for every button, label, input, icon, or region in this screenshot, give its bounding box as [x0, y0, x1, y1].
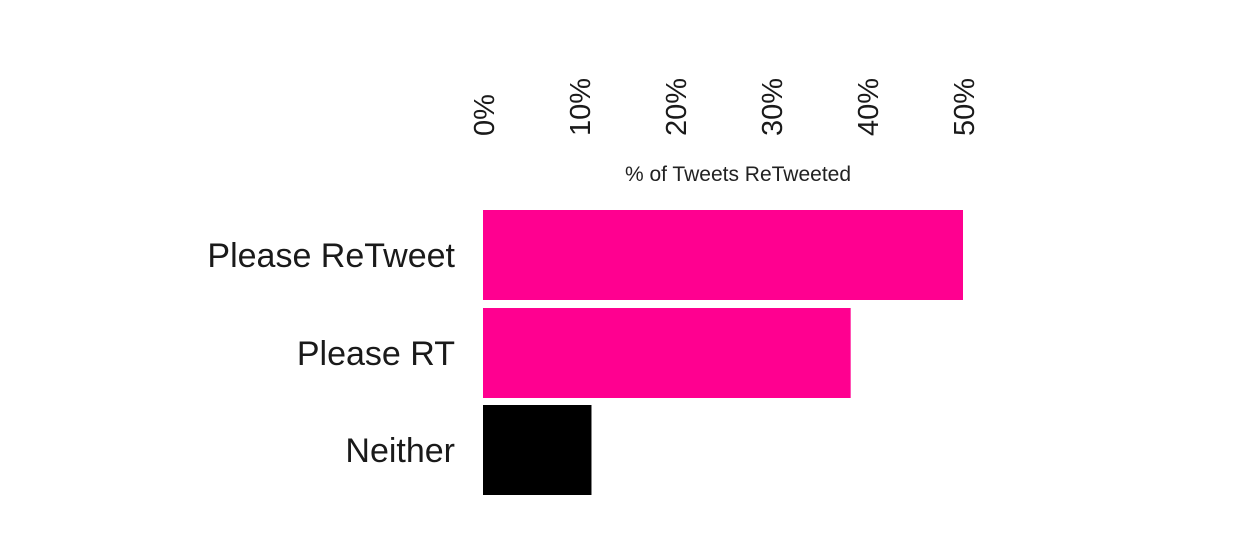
x-tick-label: 20% [661, 78, 693, 136]
x-tick-label: 10% [565, 78, 597, 136]
category-label: Neither [345, 432, 455, 470]
category-labels: Please ReTweet Please RT Neither [207, 237, 455, 470]
category-label: Please ReTweet [207, 237, 455, 275]
bar [483, 308, 851, 398]
x-tick-label: 40% [853, 78, 885, 136]
x-tick-label: 50% [949, 78, 981, 136]
x-axis-ticks: 0% 10% 20% 30% 40% 50% [469, 78, 981, 136]
x-tick-label: 30% [757, 78, 789, 136]
bar [483, 405, 592, 495]
category-label: Please RT [297, 335, 455, 373]
x-axis-label: % of Tweets ReTweeted [625, 163, 851, 186]
bars [483, 210, 963, 495]
x-tick-label: 0% [469, 94, 501, 136]
bar [483, 210, 963, 300]
